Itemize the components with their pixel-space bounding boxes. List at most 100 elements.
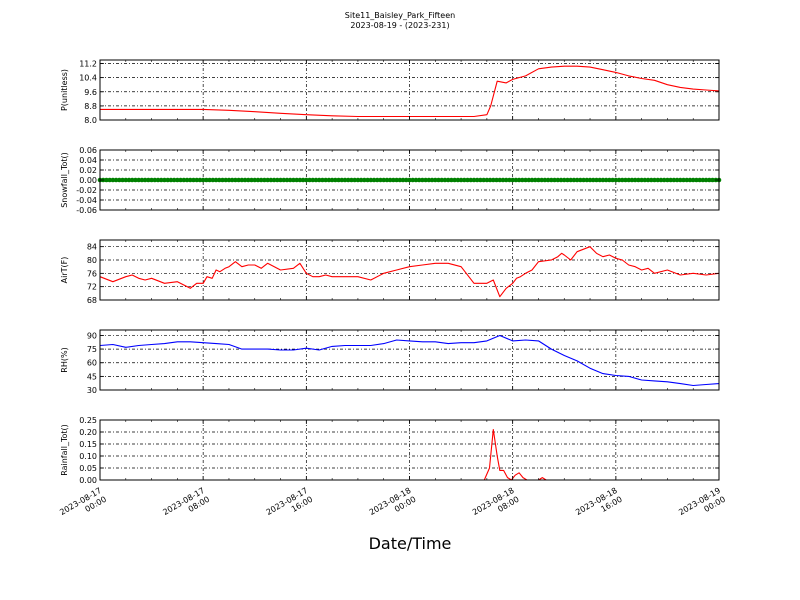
y-tick-label: 0.06 [79, 146, 97, 155]
y-tick-label: 11.2 [79, 60, 97, 69]
data-point [420, 177, 425, 183]
y-tick-label: 84 [87, 243, 97, 252]
data-point [216, 177, 222, 183]
data-point [697, 177, 702, 183]
panel-5: 0.25 0.20 0.15 0.10 0.05 0.00 Rainfall_Tot() [60, 416, 720, 485]
y-axis-label: AirT(F) [60, 257, 69, 284]
data-point [158, 177, 164, 183]
data-point [104, 177, 109, 183]
data-point [558, 177, 564, 183]
data-point [536, 177, 541, 183]
y-tick-label: 68 [87, 296, 97, 305]
data-point [542, 177, 548, 183]
data-point [436, 177, 441, 183]
data-point [661, 177, 667, 183]
data-point [358, 177, 364, 183]
y-tick-label: 0.00 [79, 476, 97, 485]
y-tick-label: 9.6 [84, 88, 97, 97]
y-tick-label: 30 [87, 386, 97, 395]
y-tick-label: 72 [87, 283, 97, 292]
data-point [352, 177, 357, 183]
data-point [371, 177, 377, 183]
y-axis-label: Rainfall_Tot() [60, 424, 69, 476]
data-point [462, 177, 467, 183]
data-point [304, 177, 309, 183]
data-point [597, 177, 603, 183]
data-point [268, 177, 274, 183]
data-point [194, 177, 200, 183]
data-point [229, 177, 235, 183]
series-line [99, 334, 720, 387]
data-point [587, 177, 593, 183]
data-point [507, 177, 512, 183]
data-point [426, 177, 432, 183]
data-point [497, 177, 503, 183]
data-point [684, 177, 690, 183]
x-axis-label: Date/Time [368, 534, 452, 553]
data-point [368, 177, 374, 183]
data-point [191, 177, 196, 183]
data-point [555, 177, 561, 183]
data-point [636, 177, 641, 183]
data-point [526, 177, 532, 183]
y-tick-label: 8.0 [84, 116, 97, 125]
data-point [255, 177, 261, 183]
data-point [539, 177, 544, 183]
data-point [520, 177, 525, 183]
data-point [594, 177, 599, 183]
data-point [671, 177, 677, 183]
data-point [442, 177, 448, 183]
y-tick-label: 76 [87, 269, 97, 278]
data-point [378, 177, 383, 183]
data-point [545, 177, 551, 183]
data-point [133, 177, 138, 183]
chart-subtitle: 2023-08-19 - (2023-231) [350, 21, 450, 30]
y-tick-label: -0.04 [76, 196, 97, 205]
data-point [439, 177, 445, 183]
data-point [642, 177, 648, 183]
data-point [326, 177, 332, 183]
data-point [623, 177, 628, 183]
data-point [549, 177, 554, 183]
data-point [423, 177, 428, 183]
y-tick-label: 0.02 [79, 166, 97, 175]
panel-1: 11.2 10.4 9.6 8.8 8.0 P(unitless) [60, 59, 720, 125]
data-point [568, 177, 573, 183]
data-point [603, 177, 609, 183]
data-point [275, 177, 280, 183]
data-point [668, 177, 673, 183]
y-tick-label: 0.20 [79, 428, 97, 437]
data-point [391, 177, 396, 183]
data-point [607, 177, 612, 183]
panel-2: 0.060.040.020.00-0.02-0.04-0.06 Snowfall_… [60, 146, 722, 215]
data-point [187, 177, 193, 183]
data-point [552, 177, 557, 183]
data-point [168, 177, 174, 183]
data-point [152, 177, 158, 183]
data-point [207, 177, 212, 183]
y-tick-label: 0.15 [79, 440, 97, 449]
data-point [242, 177, 248, 183]
data-point [481, 177, 486, 183]
data-point [126, 177, 132, 183]
y-tick-label: 45 [87, 372, 97, 381]
data-point [400, 177, 406, 183]
data-point [665, 177, 670, 183]
data-point [149, 177, 154, 183]
data-point [320, 177, 325, 183]
data-point [571, 177, 577, 183]
data-point [246, 177, 251, 183]
data-point [516, 177, 522, 183]
data-point [613, 177, 619, 183]
data-point [313, 177, 319, 183]
data-point [262, 177, 267, 183]
data-point [146, 177, 151, 183]
y-tick-label: 80 [87, 256, 97, 265]
y-tick-label: 0.10 [79, 452, 97, 461]
data-point [655, 177, 661, 183]
data-point [503, 177, 509, 183]
